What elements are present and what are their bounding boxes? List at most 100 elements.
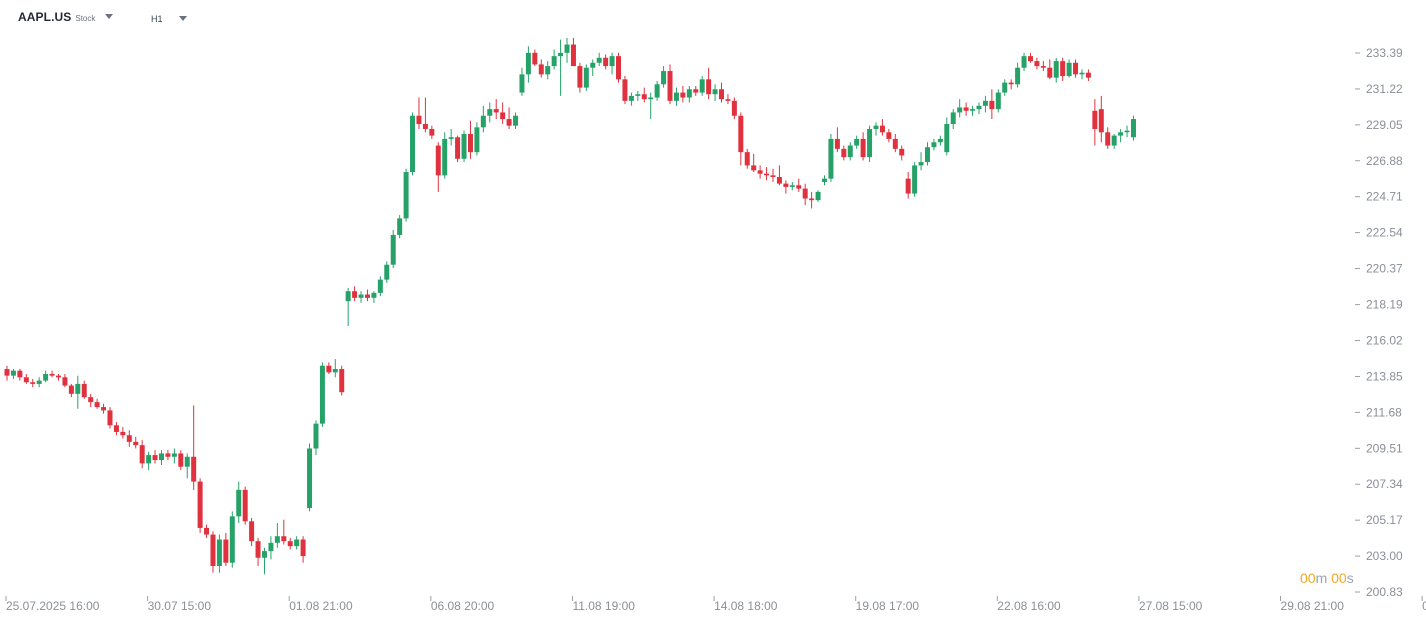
candle[interactable] bbox=[912, 162, 918, 197]
candle[interactable] bbox=[377, 276, 383, 297]
candle[interactable] bbox=[345, 287, 351, 326]
candle[interactable] bbox=[165, 450, 171, 461]
candle[interactable] bbox=[776, 165, 782, 186]
candle[interactable] bbox=[918, 152, 924, 171]
candle[interactable] bbox=[957, 99, 963, 118]
candle[interactable] bbox=[1002, 79, 1008, 96]
candle[interactable] bbox=[442, 132, 448, 179]
timeframe-selector[interactable]: H1 bbox=[151, 14, 187, 24]
candle[interactable] bbox=[686, 85, 692, 103]
candle[interactable] bbox=[867, 125, 873, 163]
candle[interactable] bbox=[384, 261, 390, 283]
candle[interactable] bbox=[519, 67, 525, 96]
candle[interactable] bbox=[204, 524, 210, 538]
candle[interactable] bbox=[274, 522, 280, 548]
candle[interactable] bbox=[107, 407, 113, 429]
candle[interactable] bbox=[673, 87, 679, 106]
candle[interactable] bbox=[860, 132, 866, 161]
candle[interactable] bbox=[493, 99, 499, 120]
candle[interactable] bbox=[1060, 57, 1066, 81]
candle[interactable] bbox=[879, 119, 885, 136]
candle[interactable] bbox=[693, 85, 699, 96]
candle[interactable] bbox=[416, 97, 422, 129]
candle[interactable] bbox=[641, 87, 647, 103]
candle[interactable] bbox=[744, 148, 750, 169]
candle[interactable] bbox=[397, 215, 403, 239]
candle[interactable] bbox=[352, 286, 358, 302]
candle[interactable] bbox=[403, 168, 409, 222]
candle[interactable] bbox=[1015, 62, 1021, 88]
candle[interactable] bbox=[1073, 59, 1079, 78]
candle[interactable] bbox=[570, 37, 576, 67]
candle[interactable] bbox=[500, 102, 506, 125]
candle[interactable] bbox=[970, 105, 976, 116]
candle[interactable] bbox=[616, 52, 622, 83]
candle[interactable] bbox=[1111, 133, 1117, 149]
candle[interactable] bbox=[905, 172, 911, 199]
candle[interactable] bbox=[1021, 52, 1027, 72]
candle[interactable] bbox=[364, 289, 370, 302]
candle[interactable] bbox=[1118, 128, 1124, 143]
chevron-down-icon[interactable] bbox=[178, 15, 187, 21]
candle[interactable] bbox=[982, 95, 988, 113]
candle[interactable] bbox=[319, 362, 325, 427]
candle[interactable] bbox=[101, 403, 107, 414]
candle[interactable] bbox=[950, 109, 956, 129]
candle[interactable] bbox=[558, 39, 564, 96]
candle[interactable] bbox=[532, 49, 538, 67]
candle[interactable] bbox=[371, 291, 377, 303]
candle[interactable] bbox=[577, 62, 583, 93]
candle[interactable] bbox=[834, 127, 840, 153]
candle[interactable] bbox=[55, 373, 61, 381]
candle[interactable] bbox=[81, 380, 87, 399]
candle[interactable] bbox=[854, 135, 860, 149]
candle[interactable] bbox=[892, 133, 898, 153]
candle[interactable] bbox=[899, 145, 905, 161]
candle[interactable] bbox=[538, 59, 544, 78]
candle[interactable] bbox=[178, 450, 184, 470]
candle[interactable] bbox=[43, 370, 49, 383]
candle[interactable] bbox=[873, 122, 879, 136]
candle[interactable] bbox=[294, 536, 300, 550]
candle[interactable] bbox=[236, 481, 242, 523]
candle[interactable] bbox=[731, 97, 737, 120]
candle[interactable] bbox=[661, 66, 667, 88]
candle[interactable] bbox=[506, 107, 512, 129]
candle[interactable] bbox=[307, 443, 313, 512]
candle[interactable] bbox=[1092, 99, 1098, 146]
candle[interactable] bbox=[1085, 69, 1091, 81]
candle[interactable] bbox=[596, 52, 602, 67]
candle[interactable] bbox=[667, 64, 673, 105]
candle[interactable] bbox=[757, 165, 763, 179]
candle[interactable] bbox=[261, 547, 267, 575]
candle[interactable] bbox=[706, 67, 712, 100]
candle[interactable] bbox=[989, 89, 995, 120]
candle[interactable] bbox=[841, 145, 847, 161]
candle[interactable] bbox=[815, 190, 821, 202]
candle[interactable] bbox=[120, 426, 126, 439]
candle[interactable] bbox=[242, 486, 248, 525]
candle[interactable] bbox=[467, 120, 473, 159]
candle[interactable] bbox=[525, 46, 531, 83]
candle[interactable] bbox=[622, 76, 628, 105]
candle[interactable] bbox=[1053, 57, 1059, 83]
candle[interactable] bbox=[1130, 115, 1136, 141]
candle[interactable] bbox=[1047, 59, 1053, 80]
candle[interactable] bbox=[36, 377, 42, 388]
candle[interactable] bbox=[590, 59, 596, 77]
candle[interactable] bbox=[113, 421, 119, 436]
candle[interactable] bbox=[216, 534, 222, 573]
candle[interactable] bbox=[448, 128, 454, 146]
candle[interactable] bbox=[126, 430, 132, 447]
candle[interactable] bbox=[229, 511, 235, 568]
candle[interactable] bbox=[719, 82, 725, 103]
candle[interactable] bbox=[1034, 57, 1040, 70]
candle[interactable] bbox=[68, 383, 74, 398]
candle[interactable] bbox=[603, 54, 609, 70]
candle[interactable] bbox=[455, 135, 461, 163]
candle[interactable] bbox=[513, 112, 519, 129]
candle[interactable] bbox=[435, 142, 441, 192]
candle[interactable] bbox=[995, 89, 1001, 113]
candle[interactable] bbox=[281, 519, 287, 545]
candle[interactable] bbox=[1008, 79, 1014, 90]
